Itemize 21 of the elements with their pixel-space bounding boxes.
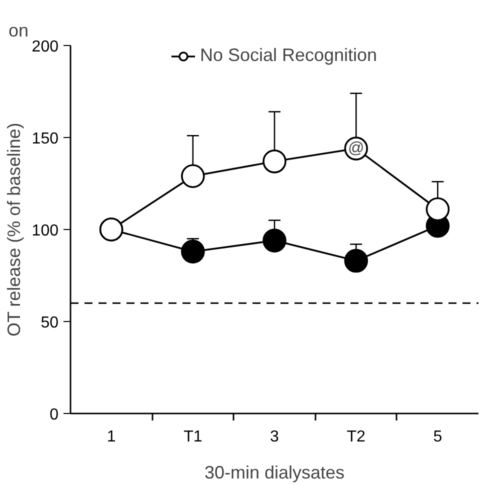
point [426, 197, 450, 222]
y-tick-label: 150 [32, 130, 59, 148]
x-axis-title: 30-min dialysates [204, 462, 345, 482]
x-tick-label: 3 [270, 428, 280, 446]
y-tick-label: 200 [32, 38, 59, 56]
point [344, 248, 368, 273]
annotation: @ [348, 140, 364, 158]
point [262, 228, 286, 252]
y-tick-label: 0 [50, 406, 59, 424]
text: T1 [184, 428, 202, 446]
text: on [8, 20, 29, 40]
x-tick-label: 5 [433, 428, 442, 446]
y-tick-label: 50 [40, 314, 59, 332]
y-tick-label: 100 [32, 222, 59, 240]
text: T2 [346, 428, 366, 446]
x-tick-label: 1 [106, 428, 116, 446]
point [181, 164, 205, 188]
point [181, 240, 205, 264]
legend-label: No Social Recognition [200, 45, 378, 66]
point [262, 150, 286, 174]
y-axis-title: OT release (% of baseline) [4, 122, 24, 337]
